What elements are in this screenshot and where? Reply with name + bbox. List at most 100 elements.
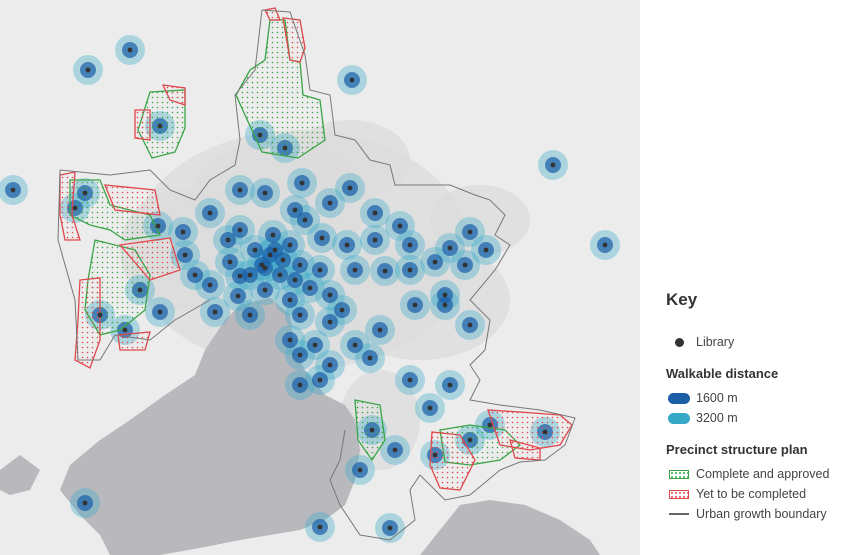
legend-1600-label: 1600 m xyxy=(696,391,738,405)
library-dot xyxy=(262,265,268,271)
library-dot xyxy=(272,247,278,253)
library-dot xyxy=(247,312,253,318)
urban-growth-boundary-line xyxy=(261,9,576,541)
library-dot xyxy=(339,307,345,313)
walk-3200-swatch-icon xyxy=(668,412,690,424)
library-dot xyxy=(82,190,88,196)
library-dot xyxy=(352,342,358,348)
library-dot xyxy=(157,123,163,129)
library-dot xyxy=(10,187,16,193)
library-dot xyxy=(262,190,268,196)
library-dot xyxy=(157,309,163,315)
library-dot xyxy=(317,377,323,383)
library-dot xyxy=(207,210,213,216)
library-dot xyxy=(357,467,363,473)
library-dot xyxy=(442,302,448,308)
complete-plan-swatch-icon xyxy=(669,469,689,479)
library-dot xyxy=(262,287,268,293)
library-dot xyxy=(82,500,88,506)
library-dot xyxy=(282,145,288,151)
library-dot xyxy=(237,227,243,233)
library-dot xyxy=(267,252,273,258)
library-dot xyxy=(327,292,333,298)
library-dot xyxy=(122,327,128,333)
yet-plan-area xyxy=(118,237,181,281)
legend-ugb-row: Urban growth boundary xyxy=(666,504,846,524)
library-dot xyxy=(287,242,293,248)
library-dot xyxy=(447,245,453,251)
library-dot xyxy=(280,257,286,263)
library-dot xyxy=(180,229,186,235)
library-dot xyxy=(347,185,353,191)
urban-growth-boundary-line xyxy=(57,169,211,361)
library-dot xyxy=(292,277,298,283)
legend-yet-label: Yet to be completed xyxy=(696,487,807,501)
library-dot xyxy=(292,207,298,213)
library-layer xyxy=(10,47,608,531)
library-dot xyxy=(85,67,91,73)
library-dot xyxy=(127,47,133,53)
library-dot xyxy=(97,312,103,318)
legend-complete-label: Complete and approved xyxy=(696,467,830,481)
library-dot xyxy=(297,262,303,268)
library-dot xyxy=(317,524,323,530)
library-dot xyxy=(72,205,78,211)
yet-plan-area xyxy=(117,331,151,351)
library-dot xyxy=(344,242,350,248)
library-dot xyxy=(372,237,378,243)
legend-yet-row: Yet to be completed xyxy=(666,484,846,504)
library-dot xyxy=(412,302,418,308)
library-dot xyxy=(312,342,318,348)
library-dot xyxy=(372,210,378,216)
yet-plan-swatch-icon xyxy=(669,489,689,499)
legend-complete-row: Complete and approved xyxy=(666,464,846,484)
library-dot xyxy=(257,132,263,138)
legend-library-label: Library xyxy=(696,335,735,349)
library-dot xyxy=(447,382,453,388)
library-dot xyxy=(227,259,233,265)
legend-library-row: Library xyxy=(666,332,846,352)
library-dot xyxy=(407,267,413,273)
map xyxy=(0,0,640,555)
legend-key-title: Key xyxy=(666,290,698,309)
legend-1600-row: 1600 m xyxy=(666,388,846,408)
water-layer xyxy=(0,298,600,555)
urban-area xyxy=(430,185,530,255)
library-dot xyxy=(327,319,333,325)
yet-plan-area xyxy=(161,84,186,106)
library-dot xyxy=(377,327,383,333)
yet-plan-area xyxy=(74,277,101,369)
library-dot xyxy=(397,223,403,229)
library-dot xyxy=(225,237,231,243)
library-dot xyxy=(432,452,438,458)
ugb-line-icon xyxy=(669,513,689,515)
library-dot xyxy=(319,235,325,241)
library-dot xyxy=(349,77,355,83)
library-dot xyxy=(427,405,433,411)
library-dot xyxy=(407,377,413,383)
library-dot xyxy=(442,292,448,298)
water-body xyxy=(60,298,360,555)
library-dot xyxy=(352,267,358,273)
library-dot xyxy=(432,259,438,265)
walk-1600-swatch-icon xyxy=(668,392,690,404)
legend-ugb-label: Urban growth boundary xyxy=(696,507,827,521)
library-dot xyxy=(155,223,161,229)
library-dot xyxy=(237,273,243,279)
library-dot xyxy=(387,525,393,531)
library-dot xyxy=(252,247,258,253)
library-dot-icon xyxy=(674,337,684,347)
water-body xyxy=(420,500,600,555)
library-dot xyxy=(483,247,489,253)
library-dot xyxy=(467,322,473,328)
library-dot xyxy=(369,427,375,433)
library-dot xyxy=(392,447,398,453)
library-dot xyxy=(137,287,143,293)
library-dot xyxy=(602,242,608,248)
library-dot xyxy=(297,352,303,358)
library-dot xyxy=(192,272,198,278)
library-dot xyxy=(270,232,276,238)
yet-plan-area xyxy=(282,17,306,63)
library-dot xyxy=(277,272,283,278)
library-dot xyxy=(317,267,323,273)
